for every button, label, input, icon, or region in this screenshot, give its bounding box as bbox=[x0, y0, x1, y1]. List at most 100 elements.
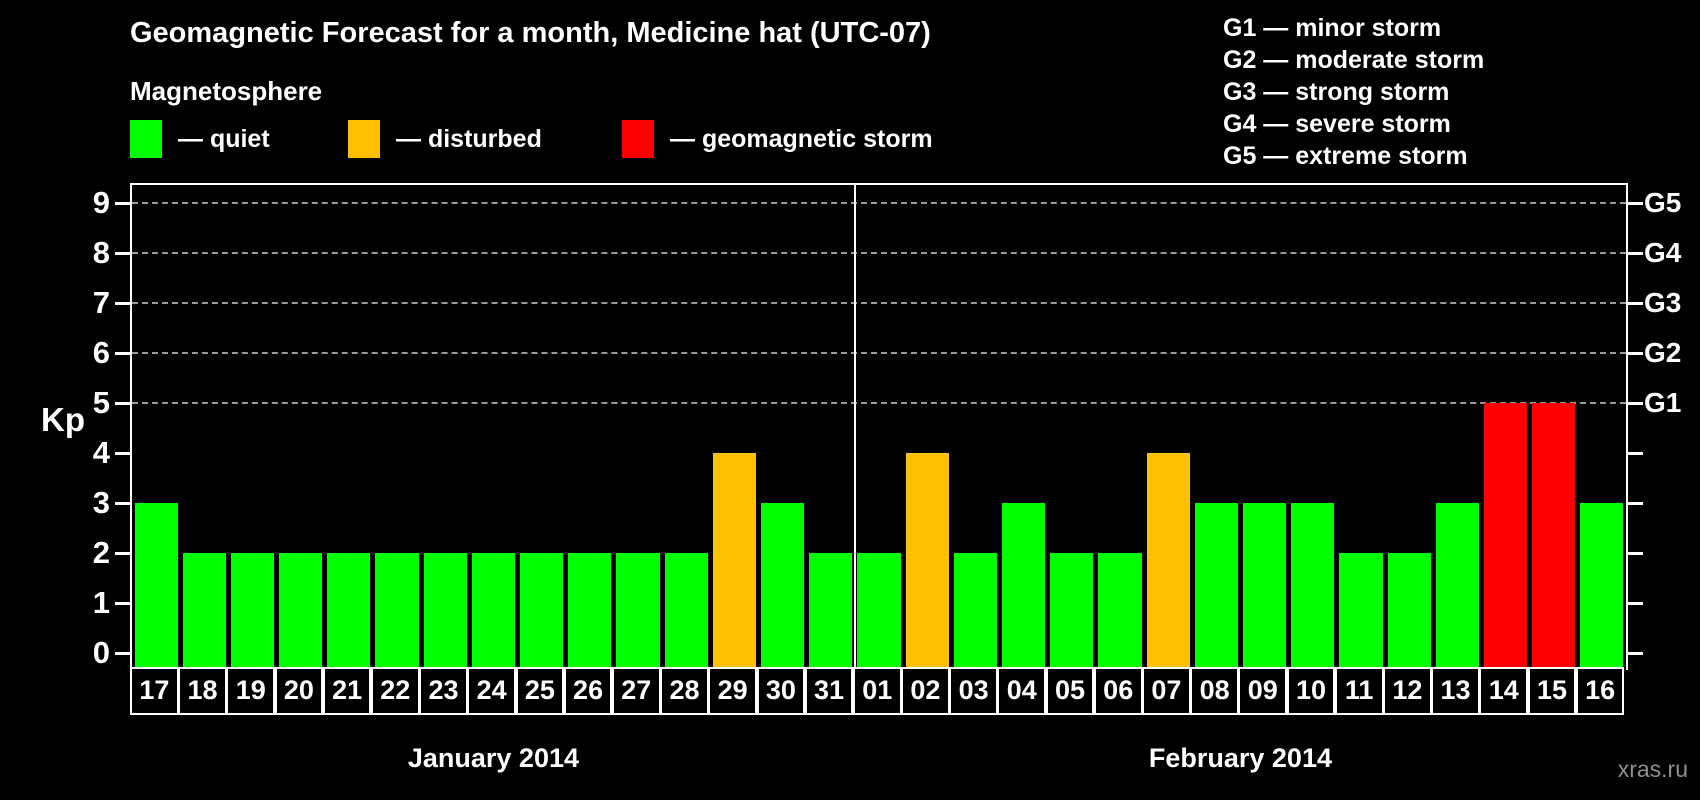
y-tick-right-3 bbox=[1628, 501, 1643, 505]
day-label-january-25: 25 bbox=[515, 667, 565, 715]
legend-swatch-quiet bbox=[130, 120, 162, 158]
month-label-january: January 2014 bbox=[407, 743, 579, 773]
y-tick-label-1: 1 bbox=[92, 585, 110, 620]
y-tick-left-9 bbox=[115, 201, 130, 205]
storm-scale-legend-item-5: G5 — extreme storm bbox=[1223, 142, 1468, 170]
day-label-february-04: 04 bbox=[997, 667, 1047, 715]
y-tick-right-0 bbox=[1628, 651, 1643, 655]
y-tick-right-2 bbox=[1628, 551, 1643, 555]
bar-january-31 bbox=[809, 553, 853, 670]
storm-scale-legend-item-3: G3 — strong storm bbox=[1223, 78, 1450, 106]
day-label-january-21: 21 bbox=[322, 667, 372, 715]
storm-scale-legend: G1 — minor storm G2 — moderate storm G3 — … bbox=[1223, 12, 1484, 172]
day-label-february-10: 10 bbox=[1286, 667, 1336, 715]
day-label-february-11: 11 bbox=[1334, 667, 1384, 715]
bar-february-14 bbox=[1483, 403, 1528, 670]
bar-february-05 bbox=[1050, 553, 1094, 670]
right-axis-label-g5: G5 bbox=[1644, 187, 1682, 218]
bar-february-16 bbox=[1580, 503, 1624, 670]
day-label-february-12: 12 bbox=[1383, 667, 1432, 715]
bar-february-06 bbox=[1098, 553, 1142, 670]
y-tick-right-6 bbox=[1628, 351, 1643, 355]
watermark: xras.ru bbox=[1617, 756, 1688, 782]
storm-scale-legend-item-2: G2 — moderate storm bbox=[1223, 46, 1485, 74]
bar-january-20 bbox=[279, 553, 323, 670]
bar-february-04 bbox=[1001, 503, 1046, 670]
day-label-february-14: 14 bbox=[1479, 667, 1529, 715]
bar-february-02 bbox=[905, 453, 949, 670]
bar-february-10 bbox=[1291, 503, 1335, 670]
bar-february-09 bbox=[1242, 503, 1287, 670]
bar-february-07 bbox=[1146, 453, 1190, 670]
y-axis-title: Kp bbox=[41, 401, 85, 438]
day-label-january-29: 29 bbox=[708, 667, 757, 715]
bar-january-26 bbox=[568, 553, 612, 670]
right-axis-label-g1: G1 bbox=[1644, 387, 1682, 418]
legend-item-geomagnetic-storm: — geomagnetic storm bbox=[622, 118, 933, 160]
legend-item-disturbed: — disturbed bbox=[348, 118, 542, 160]
right-axis-label-g3: G3 bbox=[1644, 287, 1682, 318]
y-tick-right-9 bbox=[1628, 201, 1643, 205]
day-label-january-23: 23 bbox=[419, 667, 468, 715]
bar-january-18 bbox=[182, 553, 226, 670]
bar-february-15 bbox=[1532, 403, 1576, 670]
bar-january-28 bbox=[664, 553, 708, 670]
y-tick-left-1 bbox=[115, 601, 130, 605]
y-tick-right-8 bbox=[1628, 251, 1643, 255]
y-tick-label-4: 4 bbox=[92, 435, 110, 470]
storm-scale-legend-item-1: G1 — minor storm bbox=[1223, 14, 1442, 42]
y-tick-label-5: 5 bbox=[92, 385, 110, 420]
y-tick-left-3 bbox=[115, 501, 130, 505]
bar-january-19 bbox=[230, 553, 275, 670]
bar-february-08 bbox=[1194, 503, 1238, 670]
legend-label-quiet: — quiet bbox=[178, 124, 270, 153]
y-tick-right-1 bbox=[1628, 601, 1643, 605]
day-label-february-03: 03 bbox=[949, 667, 998, 715]
y-tick-left-0 bbox=[115, 651, 130, 655]
y-tick-label-9: 9 bbox=[92, 185, 110, 220]
right-axis-label-g4: G4 bbox=[1644, 237, 1682, 268]
y-tick-label-7: 7 bbox=[92, 285, 110, 320]
bar-january-23 bbox=[423, 553, 467, 670]
day-label-january-31: 31 bbox=[804, 667, 854, 715]
legend-swatch-disturbed bbox=[348, 120, 380, 158]
y-tick-left-2 bbox=[115, 551, 130, 555]
day-label-february-08: 08 bbox=[1190, 667, 1239, 715]
day-label-february-07: 07 bbox=[1142, 667, 1191, 715]
day-label-january-19: 19 bbox=[226, 667, 276, 715]
day-label-january-22: 22 bbox=[370, 667, 420, 715]
legend-label-disturbed: — disturbed bbox=[396, 124, 542, 153]
day-label-january-24: 24 bbox=[467, 667, 517, 715]
gridline-kp-5 bbox=[132, 402, 1626, 404]
day-label-january-18: 18 bbox=[178, 667, 227, 715]
gridline-kp-6 bbox=[132, 352, 1626, 354]
y-tick-left-4 bbox=[115, 451, 130, 455]
day-label-february-02: 02 bbox=[901, 667, 950, 715]
bar-january-21 bbox=[327, 553, 371, 670]
plot-area: 0 1 2 3 4 5 6 7 8 9 G1 G2 G3 G4 G5 bbox=[93, 183, 1681, 670]
bar-february-03 bbox=[953, 553, 997, 670]
y-tick-left-8 bbox=[115, 251, 130, 255]
month-label-february: February 2014 bbox=[1148, 743, 1332, 773]
bar-january-24 bbox=[471, 553, 516, 670]
gridline-kp-9 bbox=[132, 202, 1626, 204]
bar-january-27 bbox=[616, 553, 660, 670]
day-label-february-01: 01 bbox=[852, 667, 902, 715]
day-label-february-09: 09 bbox=[1238, 667, 1288, 715]
magnetosphere-legend: — quiet — disturbed — geomagnetic storm bbox=[0, 118, 1100, 160]
y-tick-left-5 bbox=[115, 401, 130, 405]
day-label-february-06: 06 bbox=[1093, 667, 1143, 715]
day-label-january-17: 17 bbox=[130, 667, 179, 715]
legend-label-geomagnetic-storm: — geomagnetic storm bbox=[670, 124, 933, 153]
legend-swatch-geomagnetic-storm bbox=[622, 120, 654, 158]
day-label-january-27: 27 bbox=[611, 667, 661, 715]
gridline-kp-7 bbox=[132, 302, 1626, 304]
day-label-february-15: 15 bbox=[1527, 667, 1577, 715]
y-tick-label-3: 3 bbox=[92, 485, 110, 520]
bar-january-25 bbox=[520, 553, 564, 670]
y-tick-right-5 bbox=[1628, 401, 1643, 405]
y-tick-label-8: 8 bbox=[92, 235, 110, 270]
day-label-february-05: 05 bbox=[1045, 667, 1095, 715]
x-axis-day-labels: 17 18 19 20 21 22 23 24 25 26 27 28 29 30 31 01 02 03 04 05… bbox=[130, 667, 1625, 715]
